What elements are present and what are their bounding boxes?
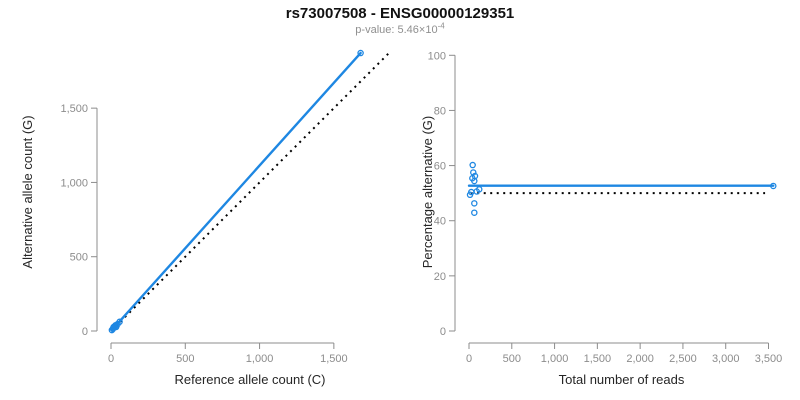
y-tick-label: 1,000 xyxy=(60,177,88,189)
data-point xyxy=(471,209,478,216)
x-tick-label: 0 xyxy=(466,353,472,365)
x-tick-label: 2,500 xyxy=(669,353,697,365)
data-point xyxy=(471,172,479,180)
data-point xyxy=(476,186,483,193)
x-tick-label: 500 xyxy=(176,353,194,365)
x-axis-title: Reference allele count (C) xyxy=(174,372,325,387)
y-tick-label: 80 xyxy=(434,105,446,117)
x-tick-label: 500 xyxy=(503,353,521,365)
y-tick-label: 500 xyxy=(70,252,88,264)
x-tick-label: 2,000 xyxy=(626,353,654,365)
x-tick-label: 1,000 xyxy=(246,353,274,365)
fit-line xyxy=(110,51,362,332)
data-point xyxy=(357,49,364,57)
x-tick-label: 3,500 xyxy=(755,353,783,365)
data-point xyxy=(471,200,478,207)
y-tick-label: 60 xyxy=(434,161,446,173)
p-value-exponent: -4 xyxy=(437,21,445,31)
y-tick-label: 0 xyxy=(440,326,446,338)
x-tick-label: 3,000 xyxy=(712,353,740,365)
data-point xyxy=(116,318,123,326)
y-tick-label: 20 xyxy=(434,271,446,283)
y-tick-label: 40 xyxy=(434,216,446,228)
y-tick-label: 100 xyxy=(428,50,446,62)
data-point xyxy=(470,169,477,176)
y-axis-title: Percentage alternative (G) xyxy=(420,116,435,268)
x-tick-label: 1,500 xyxy=(584,353,612,365)
data-point xyxy=(770,182,777,190)
x-axis-title: Total number of reads xyxy=(559,372,685,387)
y-axis-title: Alternative allele count (G) xyxy=(20,115,35,268)
data-point xyxy=(469,161,476,169)
x-tick-label: 0 xyxy=(108,353,114,365)
p-value-text: p-value: 5.46×10 xyxy=(355,24,438,36)
reference-dotted-line xyxy=(110,52,390,332)
x-tick-label: 1,000 xyxy=(541,353,569,365)
y-tick-label: 0 xyxy=(82,326,88,338)
x-tick-label: 1,500 xyxy=(320,353,348,365)
y-tick-label: 1,500 xyxy=(60,103,88,115)
chart-subtitle: p-value: 5.46×10-4 xyxy=(0,21,800,36)
chart-title: rs73007508 - ENSG00000129351 xyxy=(285,5,515,22)
